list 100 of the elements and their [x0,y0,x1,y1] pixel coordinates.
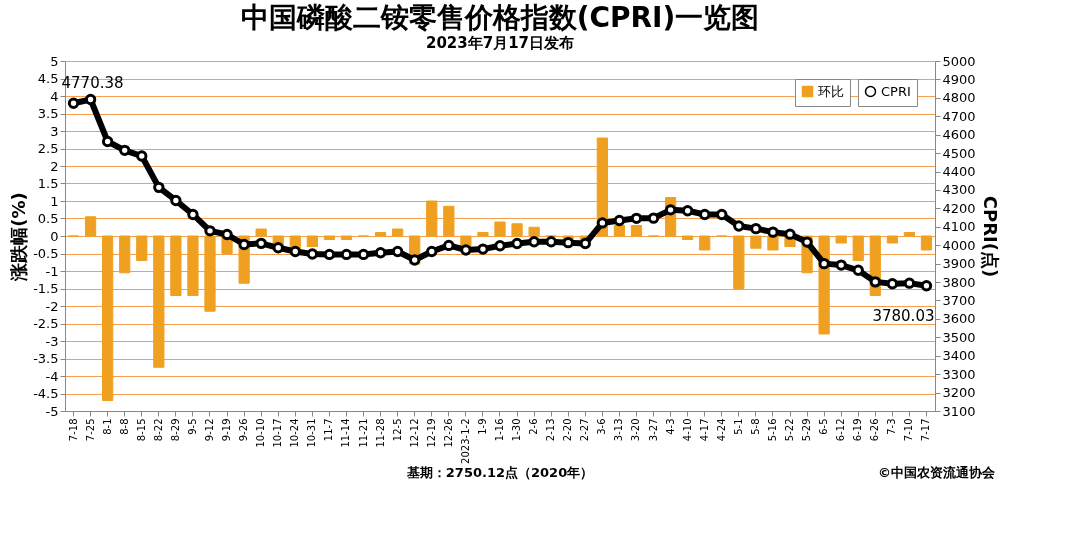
x-tick-label: 10-10 [255,418,267,448]
x-tick-label: 2023-1-2 [459,418,471,464]
x-tick-label: 12-12 [408,418,420,448]
x-tick-label: 11-21 [357,418,369,448]
y2-tick-label: 3600 [942,311,976,327]
x-tick-label: 8-29 [169,418,181,442]
y-tick-label: -1.5 [33,281,59,296]
y2-tick-label: 4900 [942,71,976,87]
chart-subtitle: 2023年7月17日发布 [425,34,575,52]
y-tick-label: -4.5 [33,386,59,401]
x-tick-label: 10-17 [272,418,284,448]
y-tick-label: 2 [50,158,59,174]
y-tick-label: -5 [45,403,59,419]
y2-tick-label: 3700 [942,292,976,308]
y2-tick-label: 4100 [942,219,976,235]
x-tick-label: 5-8 [749,418,761,435]
y-axis-title: 涨跌幅(%) [8,192,30,282]
y-tick-label: 0 [50,228,59,244]
y2-axis-title: CPRI(点) [979,195,1001,278]
y-tick-label: -2.5 [33,316,59,331]
y-tick-label: 3.5 [37,106,59,121]
y2-tick-label: 3400 [942,348,976,364]
x-tick-label: 5-1 [732,418,744,435]
y-tick-label: -0.5 [33,246,59,261]
y-tick-label: -3 [45,333,59,349]
y2-tick-label: 4400 [942,164,976,180]
y2-tick-label: 4600 [942,127,976,143]
x-tick-label: 8-22 [152,418,164,442]
y2-tick-label: 5000 [942,53,976,69]
x-tick-label: 10-31 [306,418,318,448]
x-tick-label: 5-22 [784,418,795,442]
legend-label: 环比 [818,83,844,99]
y2-tick-label: 3900 [942,256,976,272]
x-tick-label: 8-1 [101,418,113,435]
x-tick-label: 7-18 [67,418,79,442]
x-tick-label: 3-27 [647,418,659,442]
y-tick-label: 3 [50,123,59,139]
x-tick-label: 7-3 [886,418,898,435]
y2-tick-label: 3200 [942,385,976,401]
x-tick-label: 1-16 [494,418,505,442]
y2-tick-label: 3500 [942,329,976,345]
x-tick-label: 1-30 [511,418,523,442]
y2-tick-label: 4800 [942,90,976,106]
x-tick-label: 12-5 [391,418,403,442]
x-tick-label: 6-26 [869,418,881,442]
x-tick-label: 4-3 [664,418,676,435]
y-tick-label: 4 [50,88,59,104]
x-tick-label: 3-13 [613,418,625,442]
x-tick-label: 9-12 [204,418,215,442]
x-tick-label: 4-17 [698,418,710,442]
x-tick-label: 10-24 [289,418,301,448]
data-label: 3780.03 [872,306,935,325]
y2-tick-label: 3800 [942,274,976,290]
y2-tick-label: 4500 [942,145,976,161]
x-tick-label: 11-28 [374,418,386,448]
y2-tick-label: 4200 [942,200,976,216]
x-tick-label: 7-10 [903,418,915,442]
x-tick-label: 2-20 [562,418,574,442]
x-tick-label: 9-5 [186,418,198,435]
x-tick-label: 4-24 [715,418,727,442]
x-tick-label: 7-17 [920,418,932,442]
x-tick-label: 6-19 [852,418,864,442]
x-tick-label: 1-9 [476,418,488,435]
y-tick-label: -1 [45,263,59,279]
legend-label: CPRI [881,83,911,99]
x-tick-label: 5-16 [766,418,778,442]
y-tick-label: -4 [45,368,59,384]
data-label: 4770.38 [61,74,124,93]
x-tick-label: 8-8 [118,418,130,435]
x-tick-label: 2-6 [528,418,540,435]
x-tick-label: 3-20 [630,418,642,442]
x-tick-label: 8-15 [135,418,147,442]
chart-title: 中国磷酸二铵零售价格指数(CPRI)一览图 [240,1,760,34]
x-tick-label: 9-19 [221,418,233,442]
x-tick-label: 6-5 [818,418,830,435]
y2-tick-label: 4700 [942,108,976,124]
x-tick-label: 4-10 [681,418,693,442]
y2-tick-label: 3100 [942,403,976,419]
x-tick-label: 2-13 [545,418,557,442]
x-tick-label: 6-12 [835,418,847,442]
x-tick-label: 12-19 [425,418,437,448]
y-tick-label: 0.5 [37,211,59,226]
y2-tick-label: 4000 [942,237,976,253]
y-tick-label: -2 [45,298,59,314]
y-tick-label: 1 [50,193,59,209]
y-tick-label: 4.5 [37,71,59,86]
text: 基期：2750.12点（2020年） [405,465,594,480]
x-tick-label: 11-7 [323,418,335,442]
x-tick-label: 7-25 [84,418,96,442]
y2-tick-label: 4300 [942,182,976,198]
x-tick-label: 2-27 [579,418,591,442]
x-tick-label: 12-26 [442,418,454,448]
text: ©中国农资流通协会 [878,465,996,480]
y2-tick-label: 3300 [942,366,976,382]
x-tick-label: 11-14 [340,418,352,448]
y-tick-label: 1.5 [37,176,59,191]
x-tick-label: 5-29 [801,418,813,442]
y-tick-label: 5 [50,53,59,69]
x-tick-label: 3-6 [596,418,608,435]
y-tick-label: -3.5 [33,351,59,366]
